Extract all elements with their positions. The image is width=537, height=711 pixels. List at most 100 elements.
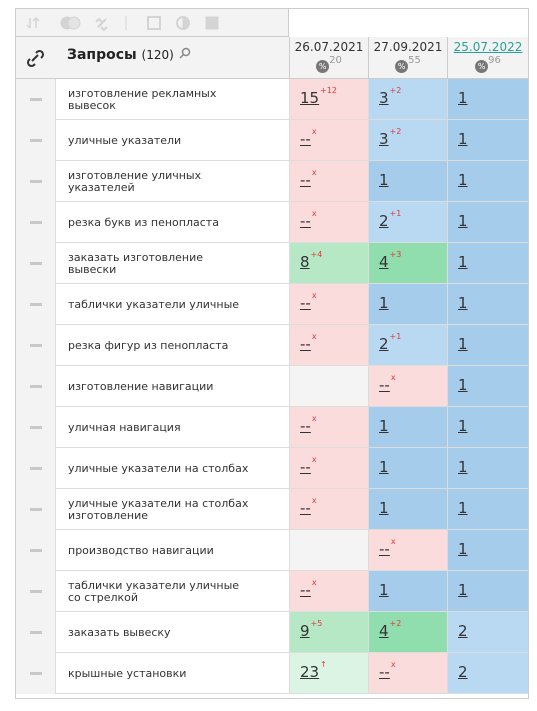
remove-button[interactable] [30,139,42,142]
position-value[interactable]: 1 [379,581,389,599]
remove-button[interactable] [30,344,42,347]
query-cell: уличные указатели на столбах [56,448,289,489]
badge-icon: % [316,60,330,73]
position-value[interactable]: 4 [379,622,389,640]
query-cell: резка букв из пенопласта [56,202,289,243]
position-cell: --x [289,284,368,324]
position-change: +1 [389,209,402,218]
position-value[interactable]: 1 [458,581,468,599]
remove-button[interactable] [30,262,42,265]
remove-button[interactable] [30,467,42,470]
position-value[interactable]: 1 [458,335,468,353]
position-cell: 1 [447,325,528,365]
position-value[interactable]: 1 [458,253,468,271]
remove-button[interactable] [30,590,42,593]
date-header: 27.09.2021 %55 [368,37,447,79]
position-cell: 2 [447,653,528,693]
search-icon[interactable] [179,47,191,59]
table: Запросы (120) 26.07.2021 %20 27.09.2021 %55… [15,8,529,699]
table-row: уличные указатели на столбах изготовлени… [16,489,528,530]
remove-button[interactable] [30,385,42,388]
position-cell: 2+1 [368,325,447,365]
position-change: +12 [320,86,337,95]
position-value[interactable]: 1 [458,540,468,558]
query-cell: уличные указатели [56,120,289,161]
link-icon[interactable] [26,49,46,69]
position-value[interactable]: -- [379,540,390,558]
position-cell: 1 [447,79,528,119]
remove-button[interactable] [30,549,42,552]
position-change: +3 [389,250,402,259]
position-value[interactable]: 2 [379,212,389,230]
position-value[interactable]: 9 [300,622,310,640]
query-cell: таблички указатели уличные со стрелкой [56,571,289,612]
remove-button[interactable] [30,98,42,101]
position-value[interactable]: 3 [379,130,389,148]
position-value[interactable]: 1 [379,294,389,312]
position-cell: 4+3 [368,243,447,283]
remove-button[interactable] [30,180,42,183]
position-value[interactable]: 8 [300,253,310,271]
position-value[interactable]: 1 [379,499,389,517]
query-cell: заказать вывеску [56,612,289,653]
position-value[interactable]: -- [300,499,311,517]
position-value[interactable]: 1 [458,458,468,476]
query-text: уличная навигация [68,420,181,434]
position-cell: 2 [447,612,528,652]
position-value[interactable]: 1 [379,171,389,189]
position-value[interactable]: 3 [379,89,389,107]
position-value[interactable]: 1 [458,417,468,435]
position-value[interactable]: 2 [379,335,389,353]
position-change: x [311,127,317,136]
position-value[interactable]: -- [300,171,311,189]
position-value[interactable]: -- [379,663,390,681]
position-value[interactable]: 15 [300,89,320,107]
table-row: заказать изготовление вывески 8+4 4+3 1 [16,243,528,284]
position-change: +1 [389,332,402,341]
position-value[interactable]: -- [300,130,311,148]
table-row: производство навигации --x 1 [16,530,528,571]
position-value[interactable]: 1 [458,89,468,107]
position-value[interactable]: 1 [458,171,468,189]
position-value[interactable]: -- [300,581,311,599]
query-cell: уличная навигация [56,407,289,448]
query-cell: изготовление рекламных вывесок [56,79,289,120]
query-cell: крышные установки [56,653,289,694]
position-value[interactable]: 1 [458,499,468,517]
remove-button[interactable] [30,221,42,224]
position-value[interactable]: -- [300,458,311,476]
badge-count: 55 [408,55,421,66]
date-label[interactable]: 25.07.2022 [453,40,523,54]
position-cell: 3+2 [368,79,447,119]
remove-button[interactable] [30,672,42,675]
position-value[interactable]: 1 [458,294,468,312]
position-value[interactable]: 1 [458,130,468,148]
position-value[interactable]: 2 [458,663,468,681]
position-cell: 4+2 [368,612,447,652]
position-cell: --x [368,653,447,693]
position-value[interactable]: 4 [379,253,389,271]
position-cell: 1 [447,243,528,283]
position-value[interactable]: -- [300,212,311,230]
position-cell: 1 [447,284,528,324]
position-value[interactable]: -- [300,294,311,312]
position-cell: --x [289,448,368,488]
position-value[interactable]: 1 [379,458,389,476]
position-value[interactable]: -- [300,335,311,353]
table-row: резка фигур из пенопласта --x 2+1 1 [16,325,528,366]
position-value[interactable]: 1 [458,212,468,230]
query-text: резка букв из пенопласта [68,215,219,229]
badge-count: 96 [488,55,501,66]
position-value[interactable]: 2 [458,622,468,640]
remove-button[interactable] [30,426,42,429]
remove-button[interactable] [30,508,42,511]
position-value[interactable]: -- [379,376,390,394]
query-cell: производство навигации [56,530,289,571]
remove-button[interactable] [30,303,42,306]
remove-button[interactable] [30,631,42,634]
position-value[interactable]: -- [300,417,311,435]
date-header: 25.07.2022 %96 [447,37,528,79]
position-value[interactable]: 23 [300,663,320,681]
position-value[interactable]: 1 [458,376,468,394]
position-value[interactable]: 1 [379,417,389,435]
